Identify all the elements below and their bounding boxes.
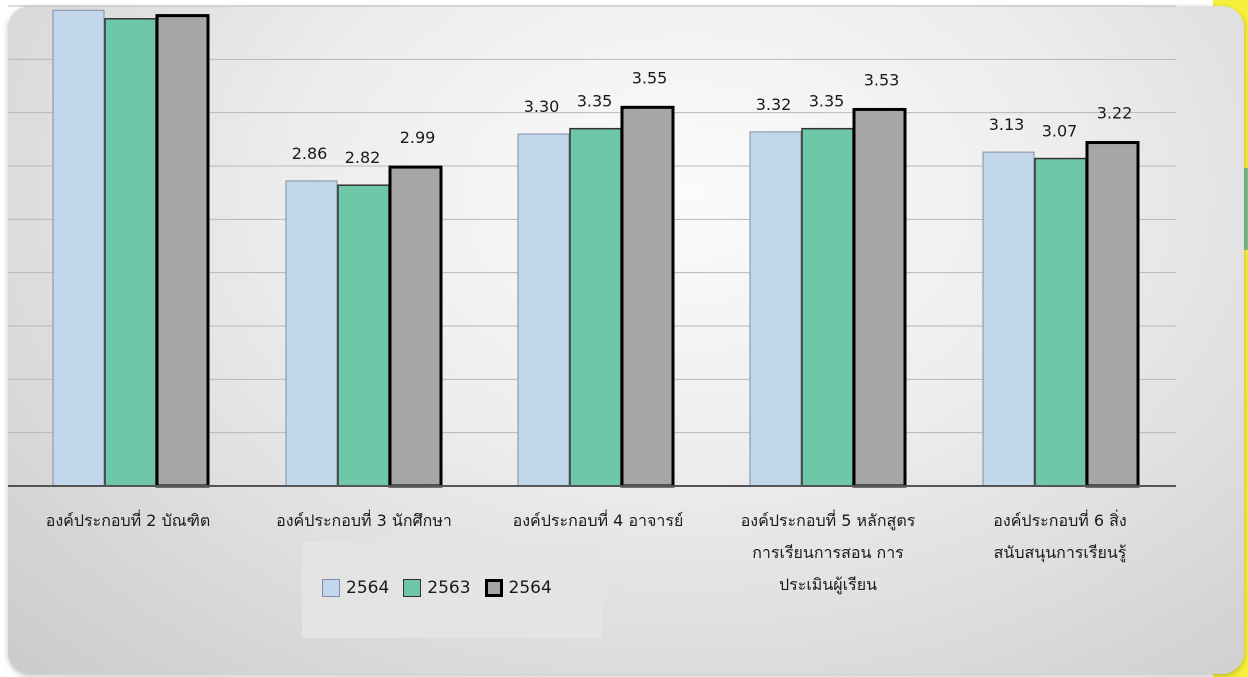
bar-series2-cat3 — [569, 127, 622, 487]
data-label-series3-cat4: 3.53 — [864, 70, 900, 89]
x-tick-label-3-line-1: องค์ประกอบที่ 4 อาจารย์ — [512, 511, 684, 530]
legend-background — [302, 542, 602, 638]
legend-label-2: 2563 — [427, 578, 471, 598]
legend-label-1: 2564 — [346, 578, 390, 598]
bar-series3-cat3 — [620, 105, 675, 488]
bar-series3-cat4 — [852, 107, 907, 488]
legend-item-2: 2563 — [403, 578, 471, 598]
x-tick-label-5-line-1: องค์ประกอบที่ 6 สิ่ง — [993, 511, 1127, 530]
data-label-series1-cat2: 2.86 — [292, 144, 328, 163]
x-tick-label-1-line-1: องค์ประกอบที่ 2 บัณฑิต — [45, 511, 211, 530]
x-tick-label-5-line-2: สนับสนุนการเรียนรู้ — [993, 543, 1127, 562]
x-tick-label-5: องค์ประกอบที่ 6 สิ่งสนับสนุนการเรียนรู้ — [940, 505, 1180, 569]
bar-series3-cat1 — [155, 14, 210, 488]
bar-series2-cat1 — [104, 18, 157, 487]
x-tick-label-2: องค์ประกอบที่ 3 นักศึกษา — [244, 505, 484, 537]
bar-series2-cat2 — [337, 184, 390, 487]
x-tick-label-4-line-3: ประเมินผู้เรียน — [778, 575, 878, 594]
data-label-series3-cat2: 2.99 — [400, 128, 436, 147]
legend-item-1: 2564 — [322, 578, 389, 598]
data-label-series2-cat3: 3.35 — [577, 92, 613, 111]
bar-series3-cat5 — [1085, 141, 1140, 488]
x-tick-label-4: องค์ประกอบที่ 5 หลักสูตรการเรียนการสอน ก… — [708, 505, 948, 601]
bar-series1-cat1 — [52, 9, 105, 487]
bar-series1-cat5 — [982, 151, 1035, 487]
x-tick-label-1: องค์ประกอบที่ 2 บัณฑิต — [8, 505, 248, 537]
data-label-series3-cat3: 3.55 — [632, 68, 668, 87]
data-label-series1-cat4: 3.32 — [756, 95, 792, 114]
x-tick-label-2-line-1: องค์ประกอบที่ 3 นักศึกษา — [276, 511, 452, 530]
bar-series2-cat5 — [1034, 157, 1087, 487]
legend-swatch-3 — [484, 579, 503, 597]
x-tick-label-4-line-1: องค์ประกอบที่ 5 หลักสูตร — [740, 511, 916, 530]
data-label-series2-cat2: 2.82 — [345, 148, 381, 167]
data-label-series1-cat3: 3.30 — [524, 97, 560, 116]
bar-series2-cat4 — [801, 127, 854, 487]
legend-label-3: 2564 — [508, 578, 552, 598]
bar-series1-cat3 — [517, 133, 570, 487]
data-label-series2-cat5: 3.07 — [1042, 122, 1078, 141]
legend-swatch-2 — [403, 579, 422, 597]
data-label-series2-cat4: 3.35 — [809, 92, 845, 111]
legend-item-3: 2564 — [484, 578, 552, 598]
legend-swatch-1 — [322, 579, 340, 597]
bar-series1-cat4 — [749, 131, 802, 487]
legend: 2564 2563 2564 — [322, 576, 552, 600]
data-label-series3-cat5: 3.22 — [1097, 104, 1133, 123]
x-tick-label-3: องค์ประกอบที่ 4 อาจารย์ — [478, 505, 718, 537]
bar-series1-cat2 — [285, 180, 338, 487]
data-label-series1-cat5: 3.13 — [989, 115, 1025, 134]
bar-series3-cat2 — [388, 165, 443, 488]
x-tick-label-4-line-2: การเรียนการสอน การ — [752, 543, 904, 562]
decorative-green-strip — [1240, 168, 1248, 250]
